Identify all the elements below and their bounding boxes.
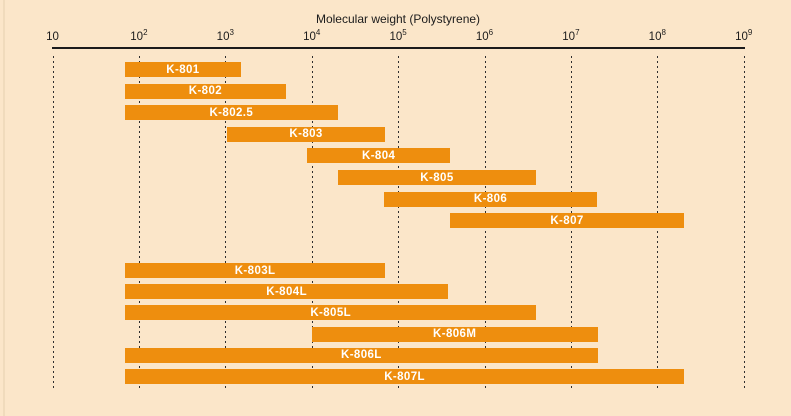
x-axis-line: [52, 47, 745, 49]
bar-label: K-806L: [340, 349, 382, 362]
bar-k-806m: K-806M: [311, 326, 598, 342]
x-axis-tick-label: 102: [130, 28, 148, 43]
gridline: [743, 56, 745, 391]
bar-k-802-5: K-802.5: [125, 105, 338, 121]
x-axis-tick-label: 103: [216, 28, 234, 43]
bar-k-801: K-801: [125, 62, 241, 77]
bar-label: K-807: [550, 214, 584, 227]
bar-k-804: K-804: [307, 148, 450, 164]
bar-label: K-806M: [433, 328, 477, 341]
bar-k-803: K-803: [227, 126, 386, 142]
bar-k-803l: K-803L: [125, 263, 386, 278]
page-edge-line: [3, 0, 5, 416]
bar-k-807l: K-807L: [125, 369, 685, 384]
x-axis-tick-label: 106: [475, 28, 494, 43]
gridline: [398, 56, 400, 391]
x-axis-tick-label: 108: [648, 28, 666, 43]
x-axis-tick-label: 105: [389, 28, 407, 43]
gridline: [311, 56, 313, 391]
bar-label: K-802.5: [209, 106, 254, 119]
gridline: [138, 56, 140, 391]
bar-k-805: K-805: [337, 170, 537, 185]
bar-k-806: K-806: [384, 191, 597, 207]
bar-label: K-805: [420, 171, 454, 184]
x-axis-tick-label: 10: [46, 31, 59, 43]
bar-k-804l: K-804L: [125, 284, 449, 300]
bar-label: K-801: [166, 63, 200, 76]
bar-label: K-803L: [234, 264, 276, 277]
bar-k-806l: K-806L: [125, 347, 598, 363]
x-axis-tick-label: 104: [303, 28, 321, 43]
chart-title: Molecular weight (Polystyrene): [315, 12, 481, 26]
x-axis-tick-label: 109: [735, 28, 753, 43]
bar-label: K-804L: [266, 285, 307, 298]
bar-label: K-803: [289, 128, 323, 141]
bar-label: K-807L: [384, 370, 425, 383]
bar-label: K-804: [361, 149, 396, 162]
bar-label: K-806: [473, 193, 508, 206]
bar-k-805l: K-805L: [125, 305, 537, 321]
bar-k-807: K-807: [449, 213, 685, 229]
bar-label: K-802: [188, 85, 223, 98]
gridline: [52, 56, 54, 391]
bar-k-802: K-802: [125, 83, 286, 99]
bar-label: K-805L: [310, 306, 352, 319]
gridline: [225, 56, 227, 391]
x-axis-tick-label: 107: [562, 28, 580, 43]
